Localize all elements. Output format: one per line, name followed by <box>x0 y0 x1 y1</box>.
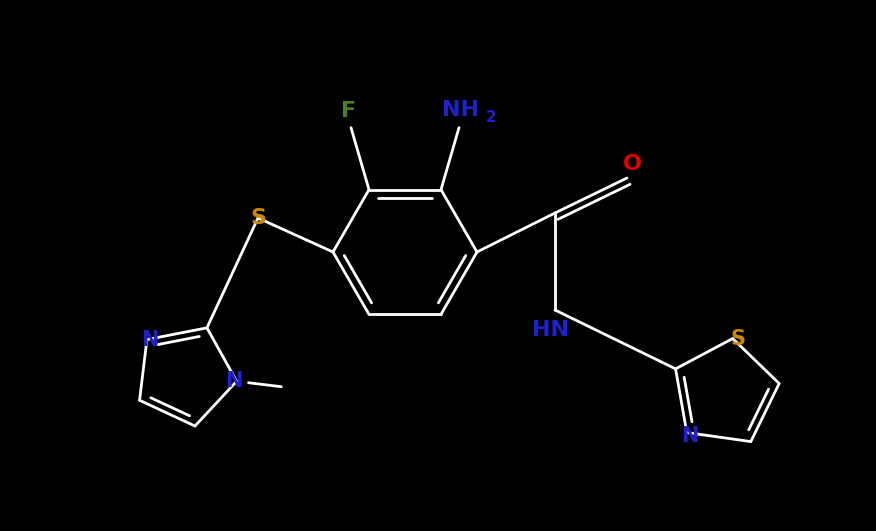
Text: F: F <box>342 101 357 121</box>
Text: HN: HN <box>532 320 569 340</box>
Text: 2: 2 <box>485 110 497 125</box>
Text: N: N <box>141 330 159 349</box>
Text: N: N <box>225 371 243 391</box>
Text: O: O <box>623 154 641 174</box>
Text: S: S <box>250 208 266 228</box>
Text: N: N <box>682 425 698 446</box>
Text: S: S <box>731 329 745 348</box>
Text: NH: NH <box>442 100 479 119</box>
